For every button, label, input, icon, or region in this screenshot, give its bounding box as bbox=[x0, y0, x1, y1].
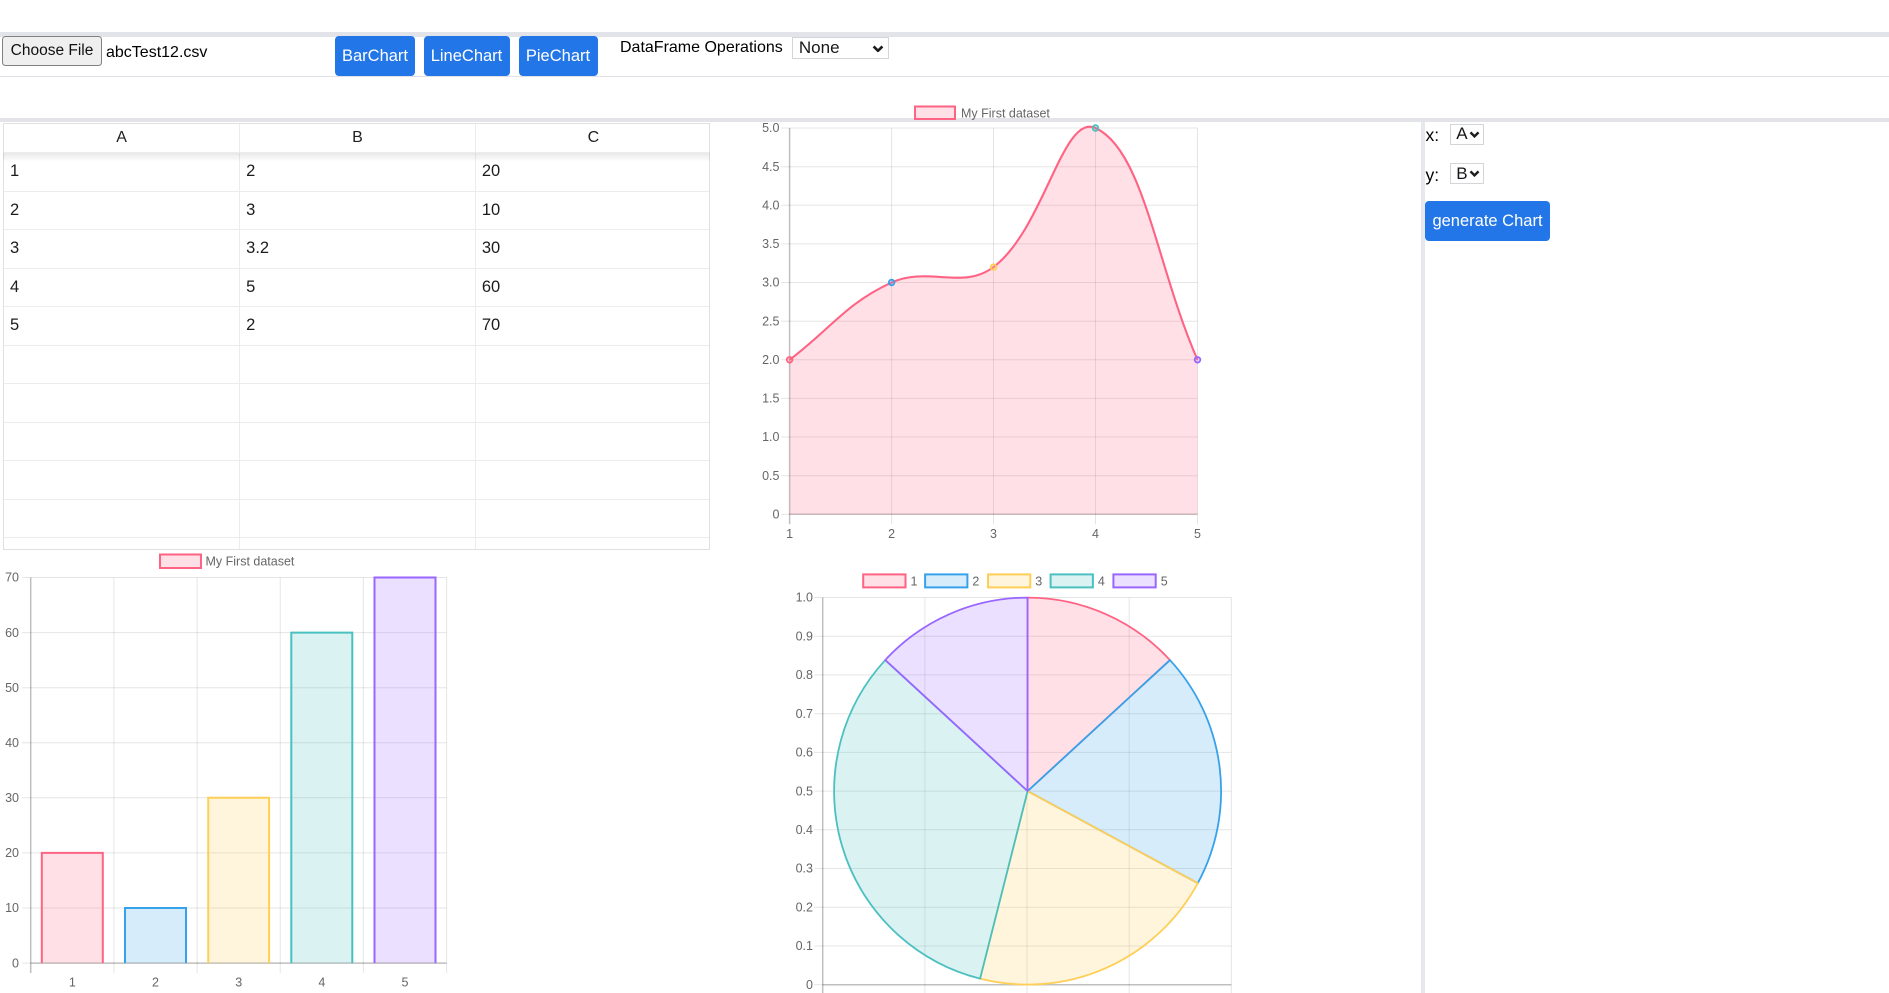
svg-text:My First dataset: My First dataset bbox=[206, 555, 295, 569]
svg-text:2.5: 2.5 bbox=[762, 314, 779, 328]
svg-text:0.3: 0.3 bbox=[796, 862, 813, 876]
svg-text:0: 0 bbox=[806, 978, 813, 992]
svg-text:40: 40 bbox=[5, 736, 19, 750]
svg-text:0.5: 0.5 bbox=[762, 469, 779, 483]
svg-text:1: 1 bbox=[911, 575, 918, 589]
svg-text:5: 5 bbox=[402, 975, 409, 989]
svg-text:1.5: 1.5 bbox=[762, 392, 779, 406]
svg-text:0.6: 0.6 bbox=[796, 746, 813, 760]
svg-text:3.0: 3.0 bbox=[762, 276, 779, 290]
svg-text:20: 20 bbox=[5, 846, 19, 860]
svg-text:2: 2 bbox=[972, 575, 979, 589]
svg-text:3: 3 bbox=[990, 527, 997, 541]
svg-text:0: 0 bbox=[12, 956, 19, 970]
svg-text:1.0: 1.0 bbox=[796, 591, 813, 605]
svg-text:0.9: 0.9 bbox=[796, 629, 813, 643]
svg-text:0.7: 0.7 bbox=[796, 707, 813, 721]
svg-text:4: 4 bbox=[1092, 527, 1099, 541]
svg-text:4: 4 bbox=[318, 975, 325, 989]
svg-text:2: 2 bbox=[888, 527, 895, 541]
svg-text:0.1: 0.1 bbox=[796, 939, 813, 953]
svg-text:2: 2 bbox=[152, 975, 159, 989]
svg-text:5: 5 bbox=[1194, 527, 1201, 541]
svg-text:3.5: 3.5 bbox=[762, 237, 779, 251]
svg-text:1: 1 bbox=[69, 975, 76, 989]
svg-text:0.2: 0.2 bbox=[796, 901, 813, 915]
svg-text:4: 4 bbox=[1098, 575, 1105, 589]
svg-text:4.0: 4.0 bbox=[762, 199, 779, 213]
svg-text:1.0: 1.0 bbox=[762, 430, 779, 444]
svg-text:2.0: 2.0 bbox=[762, 353, 779, 367]
svg-text:0.5: 0.5 bbox=[796, 784, 813, 798]
svg-text:4.5: 4.5 bbox=[762, 160, 779, 174]
svg-text:70: 70 bbox=[5, 571, 19, 585]
svg-text:0.8: 0.8 bbox=[796, 668, 813, 682]
svg-text:0.4: 0.4 bbox=[796, 823, 813, 837]
svg-text:10: 10 bbox=[5, 901, 19, 915]
svg-text:3: 3 bbox=[235, 975, 242, 989]
svg-text:5: 5 bbox=[1161, 575, 1168, 589]
svg-text:50: 50 bbox=[5, 681, 19, 695]
svg-text:60: 60 bbox=[5, 626, 19, 640]
svg-text:3: 3 bbox=[1035, 575, 1042, 589]
svg-text:5.0: 5.0 bbox=[762, 121, 779, 135]
svg-text:1: 1 bbox=[786, 527, 793, 541]
svg-text:My First dataset: My First dataset bbox=[961, 107, 1050, 121]
svg-text:0: 0 bbox=[773, 508, 780, 522]
svg-text:30: 30 bbox=[5, 791, 19, 805]
